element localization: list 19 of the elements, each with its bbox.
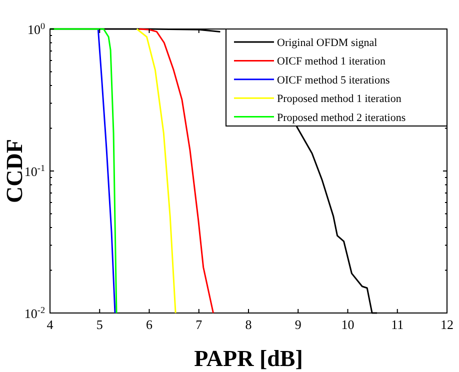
y-tick-label: 10$^{-1}$ <box>24 163 45 179</box>
x-tick-label: 4 <box>46 317 54 332</box>
y-axis-title: CCDF <box>2 139 27 203</box>
legend-label: Proposed method 1 iteration <box>277 93 402 106</box>
x-tick-label: 11 <box>391 317 404 332</box>
x-tick-label: 12 <box>440 317 454 332</box>
x-tick-label: 5 <box>96 317 103 332</box>
y-tick-label: 10$^{0}$ <box>27 21 46 37</box>
legend-label: OICF method 1 iteration <box>277 56 386 68</box>
legend-label: OICF method 5 iterations <box>277 74 390 86</box>
legend-label: Proposed method 2 iterations <box>277 112 406 124</box>
x-tick-label: 7 <box>196 317 203 332</box>
x-tick-label: 9 <box>294 317 302 332</box>
x-axis-title: PAPR [dB] <box>194 346 303 371</box>
legend-label: Original OFDM signal <box>277 37 378 49</box>
x-tick-label: 10 <box>341 317 354 332</box>
x-tick-label: 8 <box>245 317 252 332</box>
x-tick-label: 6 <box>146 317 153 332</box>
y-tick-label: 10$^{-2}$ <box>24 305 46 321</box>
